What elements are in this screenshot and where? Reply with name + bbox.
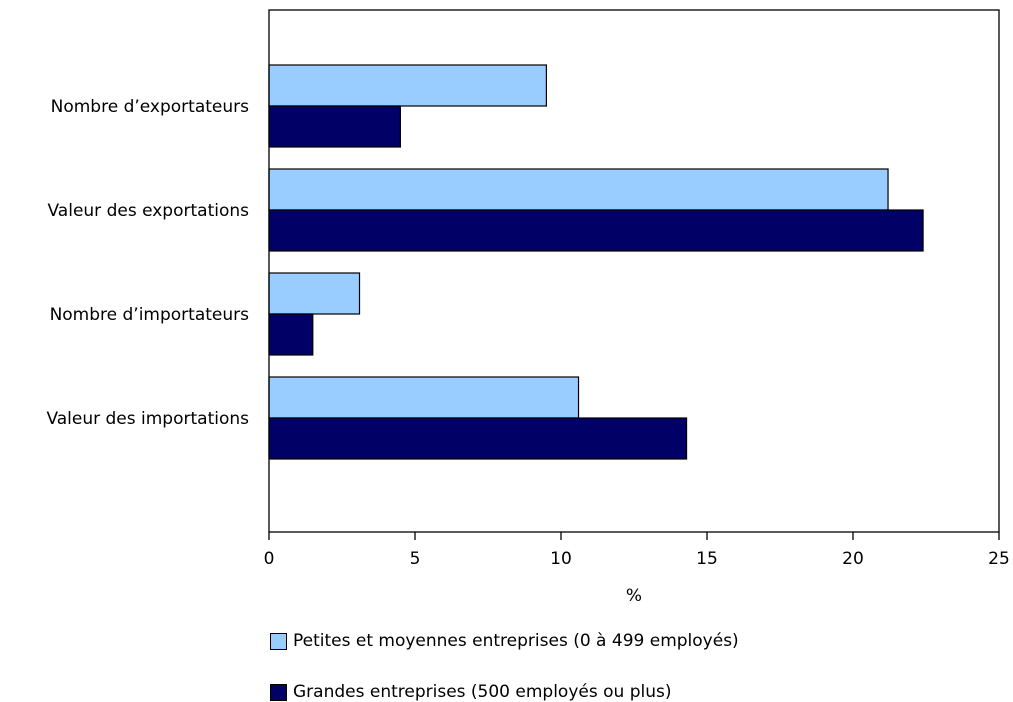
category-label: Valeur des importations [46,409,249,429]
category-label: Valeur des exportations [48,201,250,221]
bar-large-0 [268,105,401,148]
bar-large-3 [268,417,688,460]
x-tick-label: 20 [842,549,864,569]
category-labels: Nombre d’exportateurs Valeur des exportat… [46,97,249,429]
x-axis-label: % [626,586,642,606]
legend-swatch-sme [270,632,287,650]
x-tick-label: 5 [410,549,421,569]
bar-large-1 [268,209,924,252]
bars-group [268,64,924,460]
bar-sme-3 [268,376,580,419]
x-tick-label: 15 [696,549,718,569]
bar-chart: Nombre d’exportateurs Valeur des exportat… [46,9,1010,606]
bar-sme-2 [268,272,361,315]
bar-sme-1 [268,168,889,211]
legend-swatch-large [270,683,287,701]
x-axis-ticks: 0 5 10 15 20 25 [264,532,1010,569]
legend-label-large: Grandes entreprises (500 employés ou plu… [293,682,672,702]
legend-label-sme: Petites et moyennes entreprises (0 à 499… [293,631,739,651]
category-label: Nombre d’importateurs [50,305,250,325]
legend-item-large: Grandes entreprises (500 employés ou plu… [270,682,671,702]
bar-sme-0 [268,64,547,107]
legend-item-sme: Petites et moyennes entreprises (0 à 499… [270,631,739,651]
x-tick-label: 10 [550,549,572,569]
plot-frame [268,9,1000,533]
x-tick-label: 25 [988,549,1010,569]
bar-large-2 [268,313,314,356]
x-tick-label: 0 [264,549,275,569]
category-label: Nombre d’exportateurs [51,97,250,117]
